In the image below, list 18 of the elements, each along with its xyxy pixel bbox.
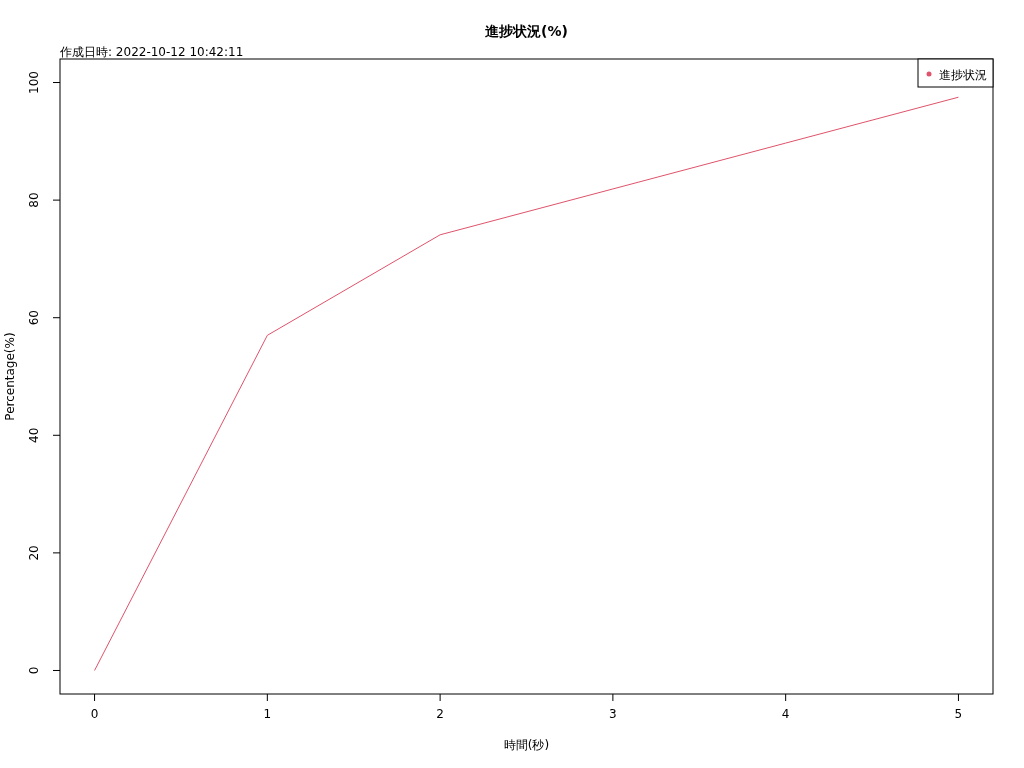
y-tick-label: 40	[27, 427, 41, 443]
y-axis-title: Percentage(%)	[3, 332, 17, 421]
x-tick-label: 1	[263, 707, 272, 721]
x-tick-label: 2	[436, 707, 444, 721]
series-label: 進捗状況	[939, 67, 987, 82]
x-tick-label: 0	[90, 707, 99, 721]
x-tick-label: 3	[609, 707, 617, 721]
line-series	[94, 96, 959, 671]
x-axis-title: 時間(秒)	[503, 738, 550, 752]
y-tick-label: 80	[27, 192, 41, 208]
y-tick-label: 60	[27, 310, 41, 326]
chart-title: 進捗状況(%)	[484, 23, 568, 39]
y-tick-label: 100	[27, 71, 41, 94]
y-tick-label: 0	[27, 666, 41, 675]
text: 作成日時: 2022-10-12 10:42:11	[59, 45, 244, 59]
y-tick-label: 20	[27, 545, 41, 561]
x-tick-label: 4	[781, 707, 790, 721]
x-tick-label: 5	[954, 707, 963, 721]
